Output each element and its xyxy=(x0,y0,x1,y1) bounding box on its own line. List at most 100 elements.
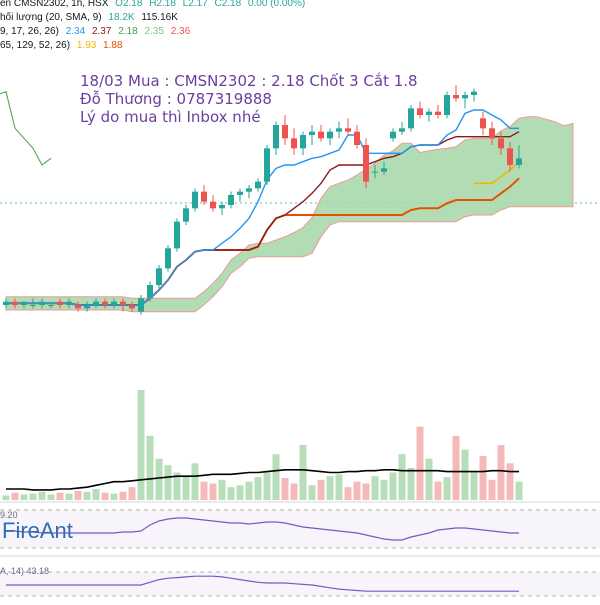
candle-body xyxy=(273,125,279,149)
candle-body xyxy=(102,301,108,305)
candle-body xyxy=(507,148,513,165)
volume-bar xyxy=(218,479,226,500)
legend-change: 0.00 (0.00%) xyxy=(247,0,306,9)
volume-bar xyxy=(479,456,487,500)
legend-slow-label: 65, 129, 52, 26) xyxy=(0,40,71,51)
volume-bar xyxy=(164,465,172,500)
volume-bar xyxy=(326,476,334,500)
volume-bar xyxy=(110,493,118,500)
candle-body xyxy=(300,135,306,149)
tenkan-line xyxy=(6,109,519,306)
cloud-fill xyxy=(5,116,574,313)
legend-volume-sma: 115.16K xyxy=(141,12,178,23)
legend-span-b: 2.36 xyxy=(170,26,191,37)
volume-bar xyxy=(434,481,442,500)
candle-body xyxy=(138,298,144,312)
volume-bar xyxy=(308,485,316,500)
volume-bar xyxy=(263,472,271,500)
volume-layer xyxy=(2,390,523,500)
volume-bar xyxy=(488,479,496,500)
rsi-line xyxy=(6,517,519,541)
candle-body xyxy=(363,145,369,182)
legend-span-a: 2.35 xyxy=(144,26,164,37)
volume-bar xyxy=(506,463,514,500)
rsi-band xyxy=(0,510,600,548)
legend-symbol-row: ên CMSN2302, 1h, HSX O2.18 H2.18 L2.17 C… xyxy=(0,0,309,9)
candles-layer xyxy=(3,85,522,315)
candle-body xyxy=(336,128,342,132)
candle-body xyxy=(381,168,387,172)
volume-bar xyxy=(209,483,217,500)
volume-bar xyxy=(407,467,415,500)
candle-body xyxy=(498,138,504,149)
candle-body xyxy=(165,248,171,269)
volume-bar xyxy=(425,458,433,500)
volume-bar xyxy=(362,483,370,500)
volume-bar xyxy=(443,477,451,500)
volume-bar xyxy=(47,494,55,500)
volume-bar xyxy=(236,485,244,500)
candle-body xyxy=(57,301,63,305)
candle-body xyxy=(462,95,468,99)
candle-body xyxy=(327,131,333,139)
legend-chikou: 2.18 xyxy=(118,26,138,37)
candle-body xyxy=(318,131,324,139)
candle-body xyxy=(255,181,261,189)
candle-body xyxy=(66,301,72,305)
mfi-label-value: 43.18 xyxy=(26,566,50,576)
volume-bar xyxy=(20,494,28,500)
volume-bar xyxy=(83,491,91,500)
volume-bar xyxy=(461,449,469,500)
candle-body xyxy=(12,301,18,305)
candle-body xyxy=(408,108,414,129)
volume-bar xyxy=(254,477,262,500)
volume-bar xyxy=(92,489,100,500)
candle-body xyxy=(354,131,360,145)
candle-body xyxy=(435,111,441,115)
ichimoku-cloud xyxy=(5,116,574,313)
volume-bar xyxy=(281,478,289,500)
legend-volume-row: hối lượng (20, SMA, 9) 18.2K 115.16K xyxy=(0,12,182,23)
candle-body xyxy=(21,301,27,305)
rsi-label: 9.20 xyxy=(0,510,18,520)
candle-body xyxy=(210,201,216,209)
candle-body xyxy=(228,195,234,205)
candle-body xyxy=(3,301,9,305)
volume-bar xyxy=(470,472,478,500)
candle-body xyxy=(75,305,81,309)
candle-body xyxy=(120,301,126,305)
candle-body xyxy=(264,148,270,182)
candle-body xyxy=(30,305,36,306)
candle-body xyxy=(147,285,153,299)
volume-bar xyxy=(182,476,190,500)
legend-open: O2.18 xyxy=(115,0,143,9)
volume-bar xyxy=(2,495,10,500)
candle-body xyxy=(399,128,405,132)
volume-bar xyxy=(344,487,352,500)
candle-body xyxy=(291,138,297,149)
candle-body xyxy=(471,91,477,95)
legend-ichimoku-row: 9, 17, 26, 26) 2.34 2.37 2.18 2.35 2.36 xyxy=(0,26,194,37)
candle-body xyxy=(246,188,252,192)
volume-bar xyxy=(65,493,73,500)
volume-bar xyxy=(353,481,361,500)
candle-body xyxy=(219,205,225,209)
volume-bar xyxy=(38,491,46,500)
legend-low: L2.17 xyxy=(182,0,208,9)
legend-volume-value: 18.2K xyxy=(108,12,135,23)
volume-bar xyxy=(74,490,82,500)
volume-bar xyxy=(380,479,388,500)
candle-body xyxy=(480,118,486,129)
volume-bar xyxy=(146,435,154,500)
volume-bar xyxy=(389,472,397,500)
candle-body xyxy=(345,128,351,132)
candle-body xyxy=(39,301,45,305)
legend-ichimoku-label: 9, 17, 26, 26) xyxy=(0,26,59,37)
volume-bar xyxy=(173,472,181,500)
candle-body xyxy=(84,305,90,309)
slow-a-line xyxy=(474,161,520,185)
volume-bar xyxy=(245,481,253,500)
volume-bar xyxy=(101,492,109,500)
